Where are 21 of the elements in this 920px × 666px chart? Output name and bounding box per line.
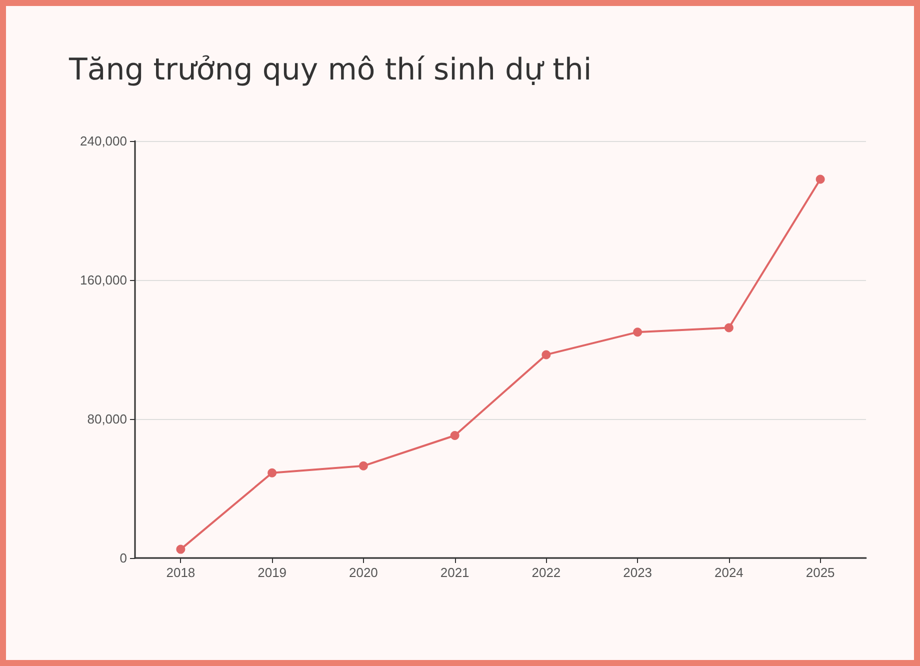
x-tick-label: 2019 [258,565,287,580]
point [542,350,551,360]
point [268,468,277,478]
point [450,431,460,440]
x-tick-label: 2022 [532,565,561,580]
x-tick-label: 2023 [623,565,652,580]
point [816,174,825,184]
x-tick-label: 2025 [806,565,835,580]
y-tick-label: 80,000 [87,412,127,426]
y-tick-label: 240,000 [80,134,127,148]
x-tick-label: 2018 [166,565,196,580]
x-tick-label: 2020 [348,565,378,580]
x-tick-label: 2024 [714,565,744,580]
x-tick-label: 2021 [440,565,470,580]
chart-title: Tăng trưởng quy mô thí sinh dự thi [68,52,592,88]
point [176,544,186,554]
point [358,461,368,470]
y-tick-label: 0 [120,550,127,566]
point [633,328,642,337]
point [724,323,734,332]
y-tick-label: 160,000 [80,272,127,288]
